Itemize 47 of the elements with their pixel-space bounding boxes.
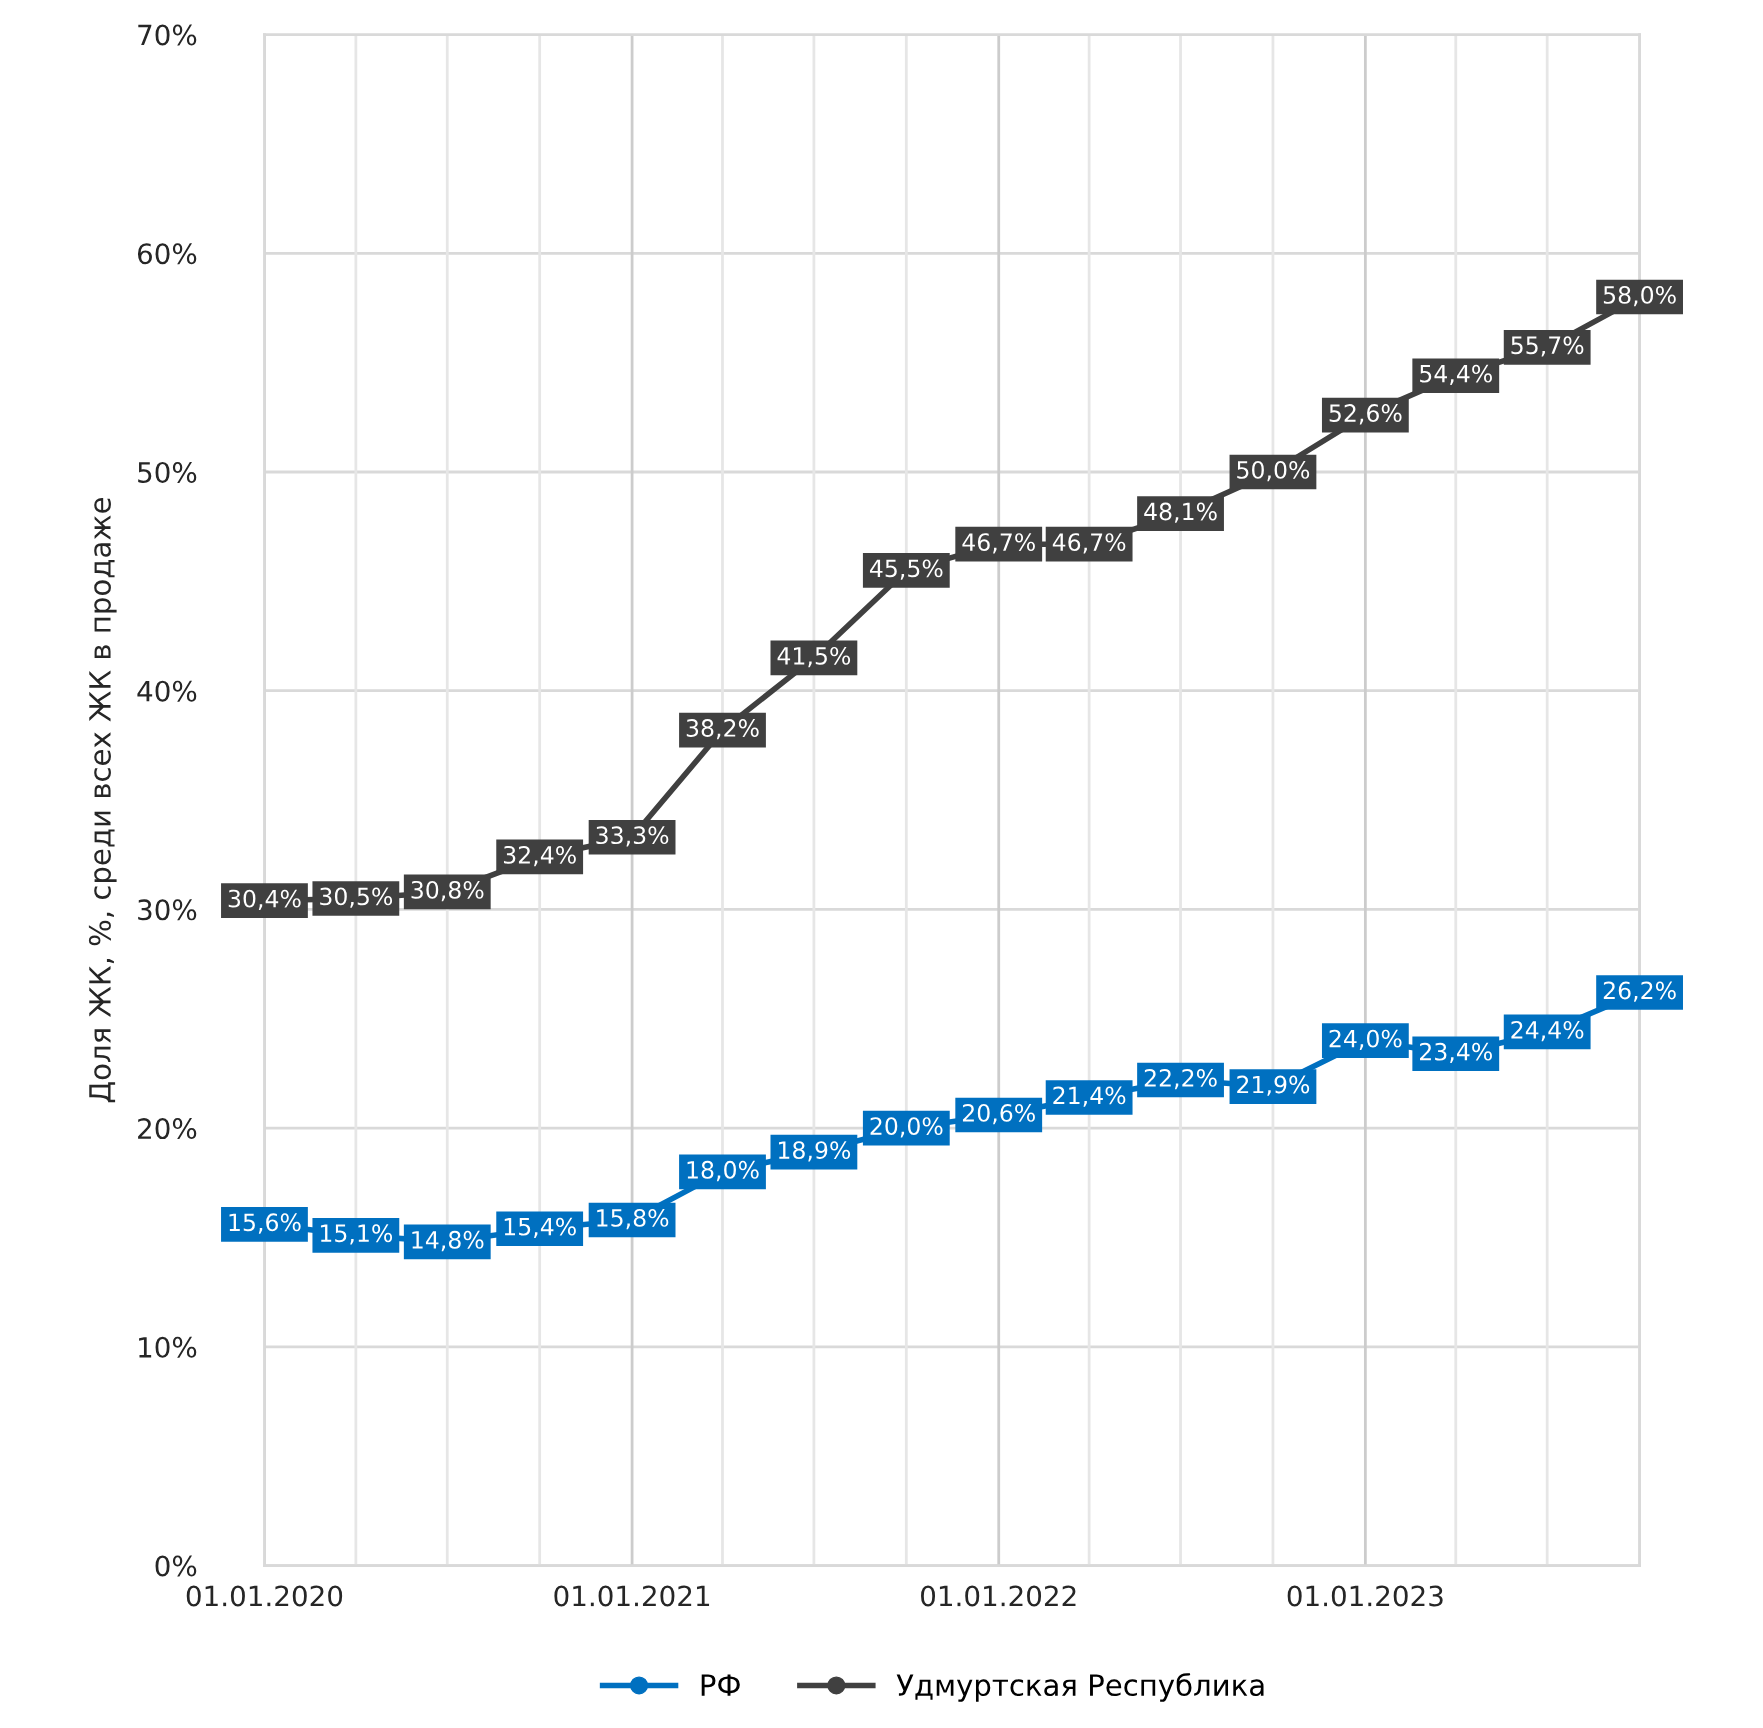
data-label: 30,8% bbox=[411, 880, 484, 902]
x-tick-label: 01.01.2021 bbox=[554, 1585, 710, 1607]
data-label: 46,7% bbox=[1052, 533, 1126, 554]
data-label: 30,5% bbox=[320, 887, 393, 908]
y-tick-label: 30% bbox=[138, 899, 197, 921]
y-tick-label: 0% bbox=[155, 1555, 197, 1577]
data-label: 24,4% bbox=[1511, 1020, 1584, 1042]
data-label: 54,4% bbox=[1420, 364, 1492, 386]
data-label: 55,7% bbox=[1511, 336, 1584, 357]
data-label: 30,4% bbox=[228, 889, 301, 910]
data-label: 38,2% bbox=[686, 719, 759, 740]
y-axis-title: Доля ЖК, %, среди всех ЖК в продаже bbox=[88, 498, 117, 1103]
y-tick-label: 10% bbox=[139, 1336, 197, 1358]
data-label: 23,4% bbox=[1420, 1042, 1492, 1064]
data-label: 46,7% bbox=[962, 533, 1035, 554]
data-label: 15,8% bbox=[597, 1208, 669, 1230]
x-tick-label: 01.01.2020 bbox=[186, 1585, 343, 1607]
data-label: 48,1% bbox=[1144, 502, 1217, 523]
data-label: 18,9% bbox=[778, 1141, 851, 1162]
y-tick-label: 20% bbox=[138, 1118, 197, 1140]
data-label: 15,1% bbox=[320, 1224, 393, 1245]
data-label: 50,0% bbox=[1237, 460, 1310, 482]
legend-label: РФ bbox=[701, 1674, 740, 1696]
data-label: 21,9% bbox=[1237, 1075, 1310, 1096]
y-tick-label: 50% bbox=[138, 461, 197, 483]
data-label: 45,5% bbox=[869, 559, 943, 580]
y-tick-label: 60% bbox=[137, 243, 197, 265]
data-label: 52,6% bbox=[1329, 404, 1402, 425]
data-label: 20,6% bbox=[962, 1104, 1035, 1125]
y-tick-label: 40% bbox=[137, 680, 197, 702]
data-label: 33,3% bbox=[596, 826, 669, 847]
data-label: 18,0% bbox=[687, 1160, 759, 1182]
data-label: 20,0% bbox=[870, 1117, 943, 1138]
y-tick-label: 70% bbox=[138, 24, 197, 46]
data-label: 22,2% bbox=[1144, 1069, 1217, 1090]
data-label: 26,2% bbox=[1603, 981, 1676, 1002]
data-label: 15,4% bbox=[504, 1217, 576, 1239]
data-label: 14,8% bbox=[412, 1230, 484, 1252]
x-tick-label: 01.01.2023 bbox=[1287, 1585, 1443, 1607]
x-tick-label: 01.01.2022 bbox=[921, 1585, 1076, 1607]
data-label: 15,6% bbox=[229, 1213, 301, 1234]
data-label: 58,0% bbox=[1603, 286, 1676, 307]
data-label: 41,5% bbox=[777, 646, 851, 668]
data-label: 21,4% bbox=[1053, 1086, 1126, 1107]
data-label: 24,0% bbox=[1329, 1029, 1402, 1050]
data-label: 32,4% bbox=[503, 845, 576, 867]
legend-label: Удмуртская Республика bbox=[896, 1673, 1264, 1702]
